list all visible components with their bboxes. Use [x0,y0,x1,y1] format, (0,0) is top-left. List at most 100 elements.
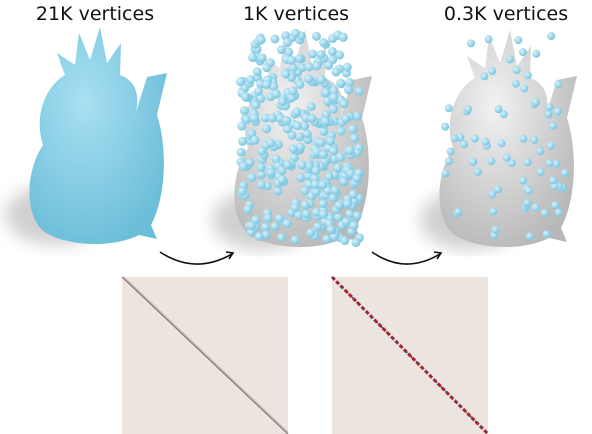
vertex-sphere [306,228,316,238]
vertex-sphere [348,124,358,134]
vertex-sphere [316,138,326,148]
vertex-sphere [326,225,336,235]
vertex-sphere [446,147,455,156]
vertex-sphere [269,81,279,91]
vertex-sphere [254,231,264,241]
vertex-sphere [290,235,300,245]
vertex-sphere [304,62,314,72]
vertex-sphere [281,69,291,79]
vertex-sphere [480,72,489,81]
vertex-sphere [262,124,272,134]
vertex-sphere [288,86,298,96]
vertex-sphere [256,170,266,180]
vertex-sphere [282,219,292,229]
vertex-sphere [518,48,527,57]
vertex-sphere [536,147,545,156]
vertex-sphere [247,128,257,138]
panel-label: 0.3K vertices [444,3,568,25]
vertex-sphere [308,49,318,59]
vertex-sphere [450,134,459,143]
vertex-sphere [240,106,250,116]
vertex-sphere [481,137,490,146]
vertex-sphere [328,104,338,114]
vertex-sphere [301,209,311,219]
vertex-sphere [441,122,450,131]
panel-label: 1K vertices [243,3,349,25]
vertex-sphere [277,45,287,55]
vertex-sphere [257,53,267,63]
vertex-sphere [494,185,503,194]
vertex-sphere [454,207,463,216]
vertex-sphere [318,180,328,190]
vertex-sphere [238,136,248,146]
vertex-sphere [552,159,561,168]
vertex-sphere [441,169,450,178]
vertex-sphere [324,171,334,181]
vertex-sphere [554,208,563,217]
matrix [330,275,490,434]
vertex-sphere [287,130,297,140]
vertex-sphere [497,139,506,148]
vertex-sphere [295,132,305,142]
vertex-sphere [464,105,473,114]
vertex-sphere [318,199,328,209]
vertex-sphere [239,161,249,171]
vertex-sphere [273,186,283,196]
vertex-sphere [488,190,497,199]
vertex-sphere [560,168,569,177]
vertex-sphere [277,165,287,175]
vertex-sphere [262,80,272,90]
vertex-sphere [340,236,350,246]
vertex-sphere [334,200,344,210]
vertex-sphere [300,186,310,196]
vertex-sphere [253,86,263,96]
vertex-sphere [499,110,508,119]
vertex-sphere [547,31,556,40]
vertex-sphere [321,88,331,98]
vertex-sphere [290,203,300,213]
vertex-sphere [342,62,352,72]
vertex-sphere [252,67,262,77]
vertex-sphere [263,213,273,223]
vertex-sphere [240,92,250,102]
vertex-sphere [544,110,553,119]
vertex-sphere [293,121,303,131]
vertex-sphere [333,212,343,222]
vertex-sphere [321,116,331,126]
vertex-sphere [531,203,540,212]
vertex-sphere [270,34,280,44]
vertex-sphere [523,71,532,80]
vertex-sphere [311,187,321,197]
vertex-sphere [251,100,261,110]
vertex-sphere [312,61,322,71]
vertex-sphere [281,31,291,41]
vertex-sphere [236,147,246,157]
vertex-sphere [512,66,521,75]
vertex-sphere [270,221,280,231]
vertex-sphere [266,167,276,177]
vertex-sphere [287,93,297,103]
vertex-sphere [237,186,247,196]
vertex-sphere [345,77,355,87]
vertex-sphere [335,50,345,60]
vertex-sphere [523,158,532,167]
vertex-sphere [466,39,475,48]
vertex-sphere [297,160,307,170]
vertex-sphere [343,199,353,209]
vertex-spheres [236,28,364,248]
vertex-sphere [248,53,258,63]
vertex-sphere [242,115,252,125]
vertex-sphere [488,67,497,76]
vertex-sphere [348,189,358,199]
vertex-sphere [312,207,322,217]
vertex-sphere [304,161,314,171]
vertex-sphere [277,232,287,242]
vertex-sphere [243,204,253,214]
vertex-sphere [319,126,329,136]
vertex-sphere [444,104,453,113]
vertex-sphere [267,113,277,123]
matrix [121,276,289,434]
vertex-sphere [260,222,270,232]
vertex-sphere [261,113,271,123]
